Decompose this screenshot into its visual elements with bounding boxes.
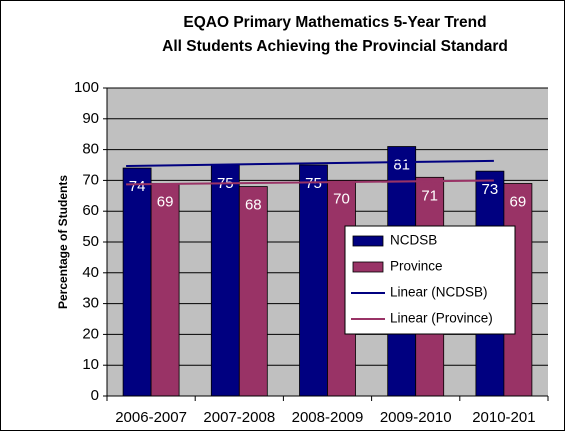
value-label: 74: [129, 178, 146, 195]
x-tick-label: 2007-2008: [203, 409, 275, 426]
legend-label: NCDSB: [390, 233, 437, 248]
y-tick-label: 50: [82, 233, 99, 250]
x-tick-label: 2009-2010: [380, 409, 452, 426]
value-label: 69: [510, 193, 527, 210]
chart-subtitle: All Students Achieving the Provincial St…: [162, 38, 508, 55]
y-tick-label: 20: [82, 325, 99, 342]
legend-swatch: [352, 261, 384, 273]
legend-swatch: [352, 235, 384, 247]
x-tick-label: 2006-2007: [115, 409, 187, 426]
x-tick-label: 2008-2009: [292, 409, 364, 426]
value-label: 75: [305, 175, 322, 192]
y-axis-label: Percentage of Students: [56, 175, 70, 309]
y-tick-label: 0: [91, 387, 99, 404]
trendline: [126, 159, 494, 167]
y-tick-label: 100: [74, 79, 99, 96]
value-label: 71: [421, 187, 438, 204]
y-tick-label: 10: [82, 356, 99, 373]
chart-title: EQAO Primary Mathematics 5-Year Trend: [183, 14, 486, 31]
value-label: 73: [482, 181, 499, 198]
value-label: 69: [157, 193, 174, 210]
trendline: [126, 179, 494, 186]
y-tick-label: 40: [82, 264, 99, 281]
y-tick-label: 90: [82, 110, 99, 127]
x-tick-label: 2010-201: [472, 409, 535, 426]
bar: [150, 183, 180, 397]
value-label: 70: [333, 190, 350, 207]
legend-label: Linear (Province): [390, 311, 493, 326]
legend-label: Linear (NCDSB): [390, 285, 488, 300]
y-tick-label: 30: [82, 295, 99, 312]
y-tick-label: 60: [82, 202, 99, 219]
legend-label: Province: [390, 259, 443, 274]
y-tick-label: 80: [82, 141, 99, 158]
bar: [210, 164, 240, 397]
bar: [238, 186, 268, 397]
value-label: 81: [393, 156, 410, 173]
value-label: 68: [245, 197, 262, 214]
y-tick-label: 70: [82, 171, 99, 188]
bar: [122, 167, 152, 397]
bar: [299, 164, 328, 397]
